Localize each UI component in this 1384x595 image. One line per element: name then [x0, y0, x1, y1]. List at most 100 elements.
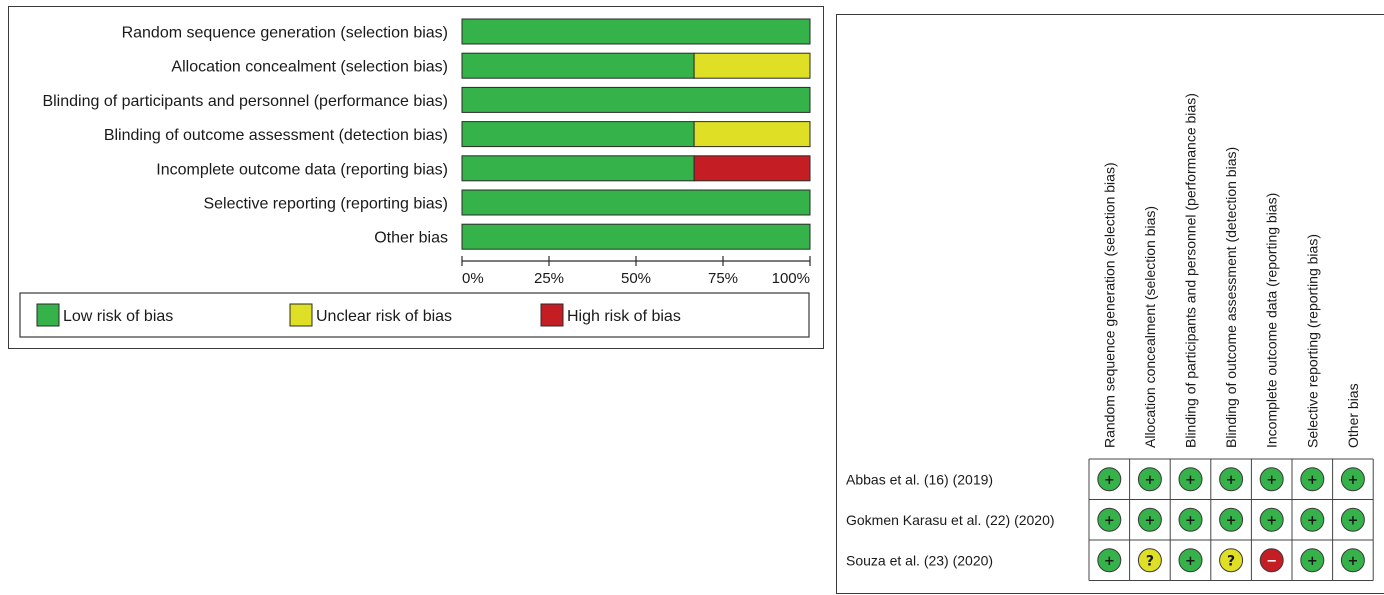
- legend-label-high-risk-of-bias: High risk of bias: [567, 308, 681, 325]
- judgement-symbol: +: [1226, 473, 1237, 488]
- judgement-symbol: +: [1266, 473, 1277, 488]
- judgement-symbol: +: [1347, 513, 1358, 528]
- judgement-symbol: ?: [1227, 553, 1235, 569]
- x-tick-label-4: 100%: [772, 270, 810, 287]
- judgement-symbol: +: [1266, 513, 1277, 528]
- judgement-symbol: +: [1226, 513, 1237, 528]
- judgement-dot: [1219, 467, 1244, 492]
- bar-low-risk-of-bias-4: [461, 121, 695, 148]
- column-header-blinding-of-participants-and-personnel-performance-bias: Blinding of participants and personnel (…: [1183, 93, 1199, 448]
- judgement-low-r2c4: +: [1219, 507, 1244, 532]
- category-label-blinding-of-outcome-assessment-detection-bias: Blinding of outcome assessment (detectio…: [104, 127, 448, 144]
- judgement-low-r2c2: +: [1137, 507, 1162, 532]
- judgement-dot: [1340, 507, 1365, 532]
- category-label-other-bias: Other bias: [374, 230, 448, 247]
- column-header-random-sequence-generation-selection-bias: Random sequence generation (selection bi…: [1101, 162, 1117, 448]
- judgement-unclear-r3c2: ?: [1137, 548, 1162, 573]
- judgement-dot: [1178, 467, 1203, 492]
- column-header-selective-reporting-reporting-bias: Selective reporting (reporting bias): [1304, 234, 1320, 448]
- judgement-symbol: ?: [1146, 553, 1154, 569]
- judgement-dot: [1300, 507, 1325, 532]
- judgement-low-r1c4: +: [1219, 467, 1244, 492]
- column-header-other-bias: Other bias: [1345, 383, 1361, 448]
- bar-low-risk-of-bias-5: [461, 155, 695, 182]
- judgement-unclear-r3c4: ?: [1219, 548, 1244, 573]
- bar-low-risk-of-bias-1: [461, 18, 811, 45]
- judgement-symbol: +: [1307, 513, 1318, 528]
- judgement-symbol: +: [1104, 554, 1115, 569]
- judgement-low-r3c3: +: [1178, 548, 1203, 573]
- judgement-dot: [1219, 548, 1244, 573]
- judgement-symbol: +: [1144, 473, 1155, 488]
- judgement-symbol: +: [1307, 473, 1318, 488]
- risk-of-bias-bar-chart: Random sequence generation (selection bi…: [19, 18, 811, 338]
- x-tick-label-0: 0%: [462, 270, 484, 287]
- column-header-blinding-of-outcome-assessment-detection-bias: Blinding of outcome assessment (detectio…: [1223, 147, 1239, 448]
- column-header-incomplete-outcome-data-reporting-bias: Incomplete outcome data (reporting bias): [1264, 193, 1280, 448]
- bar-low-risk-of-bias-6: [461, 189, 811, 216]
- x-tick-label-1: 25%: [534, 270, 564, 287]
- judgement-symbol: +: [1185, 473, 1196, 488]
- column-header-allocation-concealment-selection-bias: Allocation concealment (selection bias): [1142, 206, 1158, 448]
- bar-low-risk-of-bias-7: [461, 223, 811, 250]
- judgement-symbol: +: [1347, 473, 1358, 488]
- judgement-low-r1c1: +: [1097, 467, 1122, 492]
- category-label-blinding-of-participants-and-personnel-performance-bias: Blinding of participants and personnel (…: [42, 93, 448, 110]
- judgement-symbol: −: [1266, 554, 1277, 569]
- judgement-symbol: +: [1144, 513, 1155, 528]
- risk-of-bias-grid: Random sequence generation (selection bi…: [846, 93, 1374, 581]
- legend-swatch-high-risk-of-bias: [540, 303, 564, 327]
- judgement-dot: [1340, 467, 1365, 492]
- bar-high-risk-of-bias-5: [693, 155, 811, 182]
- judgement-dot: [1137, 507, 1162, 532]
- judgement-symbol: +: [1104, 473, 1115, 488]
- judgement-dot: [1300, 467, 1325, 492]
- legend-swatch-unclear-risk-of-bias: [289, 303, 313, 327]
- risk-of-bias-summary-panel: Random sequence generation (selection bi…: [8, 6, 824, 349]
- judgement-dot: [1137, 548, 1162, 573]
- judgement-low-r1c3: +: [1178, 467, 1203, 492]
- legend-box: [19, 292, 810, 338]
- judgement-dot: [1178, 507, 1203, 532]
- study-label-3: Souza et al. (23) (2020): [846, 552, 993, 568]
- judgement-low-r3c6: +: [1300, 548, 1325, 573]
- judgement-low-r2c6: +: [1300, 507, 1325, 532]
- judgement-low-r2c3: +: [1178, 507, 1203, 532]
- risk-of-bias-table-panel: Random sequence generation (selection bi…: [836, 14, 1384, 594]
- judgement-symbol: +: [1185, 554, 1196, 569]
- judgement-low-r1c5: +: [1259, 467, 1284, 492]
- judgement-symbol: +: [1104, 513, 1115, 528]
- judgement-symbol: +: [1185, 513, 1196, 528]
- bar-unclear-risk-of-bias-2: [693, 52, 811, 79]
- judgement-low-r2c5: +: [1259, 507, 1284, 532]
- judgement-dot: [1137, 467, 1162, 492]
- judgement-low-r1c2: +: [1137, 467, 1162, 492]
- judgement-dot: [1259, 467, 1284, 492]
- judgement-dot: [1300, 548, 1325, 573]
- judgement-dot: [1097, 507, 1122, 532]
- bar-low-risk-of-bias-2: [461, 52, 695, 79]
- x-tick-label-3: 75%: [708, 270, 738, 287]
- judgement-dot: [1097, 467, 1122, 492]
- judgement-symbol: +: [1347, 554, 1358, 569]
- judgement-low-r2c7: +: [1340, 507, 1365, 532]
- judgement-dot: [1259, 548, 1284, 573]
- judgement-symbol: +: [1307, 554, 1318, 569]
- legend-label-unclear-risk-of-bias: Unclear risk of bias: [316, 308, 452, 325]
- study-label-1: Abbas et al. (16) (2019): [846, 471, 993, 487]
- judgement-dot: [1219, 507, 1244, 532]
- judgement-dot: [1340, 548, 1365, 573]
- study-label-2: Gokmen Karasu et al. (22) (2020): [846, 512, 1055, 528]
- judgement-dot: [1259, 507, 1284, 532]
- judgement-low-r1c7: +: [1340, 467, 1365, 492]
- category-label-allocation-concealment-selection-bias: Allocation concealment (selection bias): [171, 59, 448, 76]
- judgement-low-r3c1: +: [1097, 548, 1122, 573]
- bar-low-risk-of-bias-3: [461, 86, 811, 113]
- legend-label-low-risk-of-bias: Low risk of bias: [63, 308, 173, 325]
- category-label-random-sequence-generation-selection-bias: Random sequence generation (selection bi…: [122, 25, 448, 42]
- legend-swatch-low-risk-of-bias: [36, 303, 60, 327]
- x-tick-label-2: 50%: [621, 270, 651, 287]
- bar-unclear-risk-of-bias-4: [693, 121, 811, 148]
- judgement-high-r3c5: −: [1259, 548, 1284, 573]
- judgement-low-r2c1: +: [1097, 507, 1122, 532]
